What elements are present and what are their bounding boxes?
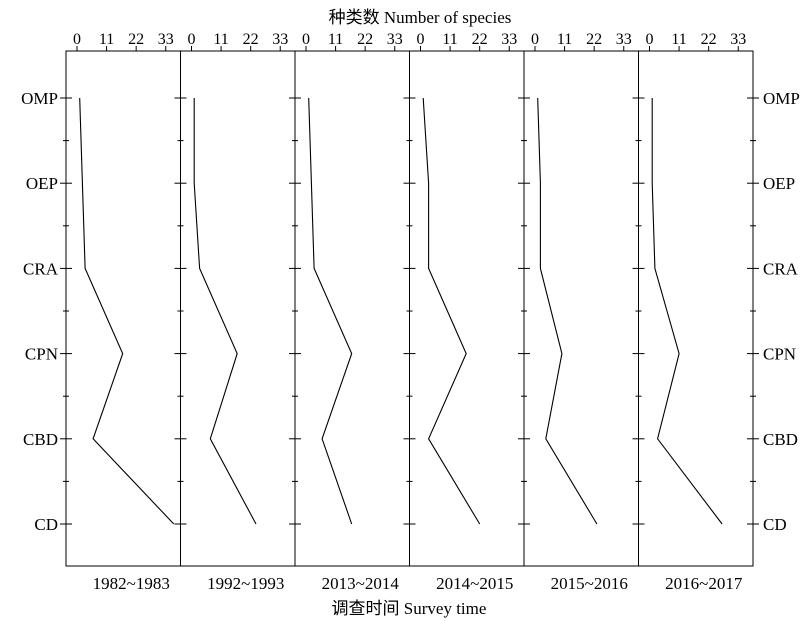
panel-label-2015~2016: 2015~2016 [551,574,628,593]
series-line-1992~1993 [193,98,257,525]
series-line-2015~2016 [537,97,598,525]
x-tick-label: 0 [646,31,654,48]
x-tick-label: 22 [243,31,259,48]
x-tick-label: 22 [586,31,602,48]
panel-frame-6 [638,50,754,567]
series-line-2016~2017 [651,98,723,525]
x-tick-label: 11 [671,31,686,48]
x-tick-label: 11 [99,31,114,48]
panel-frame-5 [523,50,639,567]
x-tick-label: 33 [387,31,403,48]
chart-title: 种类数 Number of species [329,8,512,27]
x-tick-label: 33 [730,31,746,48]
x-tick-label: 0 [73,31,81,48]
series-line-1982~1983 [79,97,175,525]
panel-label-2014~2015: 2014~2015 [436,574,513,593]
category-label-left-oep: OEP [26,174,58,193]
panel-frame-4 [409,50,525,567]
x-tick-label: 22 [128,31,144,48]
x-tick-label: 0 [302,31,310,48]
panel-label-1992~1993: 1992~1993 [207,574,284,593]
category-label-right-cpn: CPN [763,345,796,364]
category-label-right-omp: OMP [763,89,800,108]
x-tick-label: 22 [701,31,717,48]
panel-frame-3 [294,50,410,567]
x-tick-label: 11 [557,31,572,48]
category-label-left-omp: OMP [21,89,58,108]
category-label-left-cbd: CBD [23,430,58,449]
category-label-left-cpn: CPN [25,345,58,364]
x-tick-label: 0 [417,31,425,48]
panels: OMP OMP OEP OEP CRA CRA CPN CPN CBD CBD CD CD 0 11 22 3… [21,31,800,593]
category-label-right-cbd: CBD [763,430,798,449]
category-label-left-cra: CRA [23,259,59,278]
category-label-right-cra: CRA [763,259,799,278]
x-tick-label: 33 [616,31,632,48]
x-tick-label: 11 [328,31,343,48]
panel-label-2016~2017: 2016~2017 [665,574,743,593]
x-axis-label: 调查时间 Survey time [332,599,487,618]
category-label-left-cd: CD [34,515,58,534]
series-line-2013~2014 [308,97,353,525]
x-tick-label: 33 [501,31,517,48]
panel-frame-2 [180,50,296,567]
panel-label-1982~1983: 1982~1983 [93,574,170,593]
category-label-right-oep: OEP [763,174,795,193]
x-tick-label: 11 [213,31,228,48]
x-tick-label: 33 [158,31,174,48]
x-tick-label: 0 [188,31,196,48]
category-label-right-cd: CD [763,515,787,534]
panel-frame-1 [65,50,181,567]
x-tick-label: 22 [472,31,488,48]
series-line-2014~2015 [422,97,481,525]
x-tick-label: 11 [442,31,457,48]
x-tick-label: 0 [531,31,539,48]
x-tick-label: 22 [357,31,373,48]
panel-label-2013~2014: 2013~2014 [322,574,400,593]
x-tick-label: 33 [272,31,288,48]
